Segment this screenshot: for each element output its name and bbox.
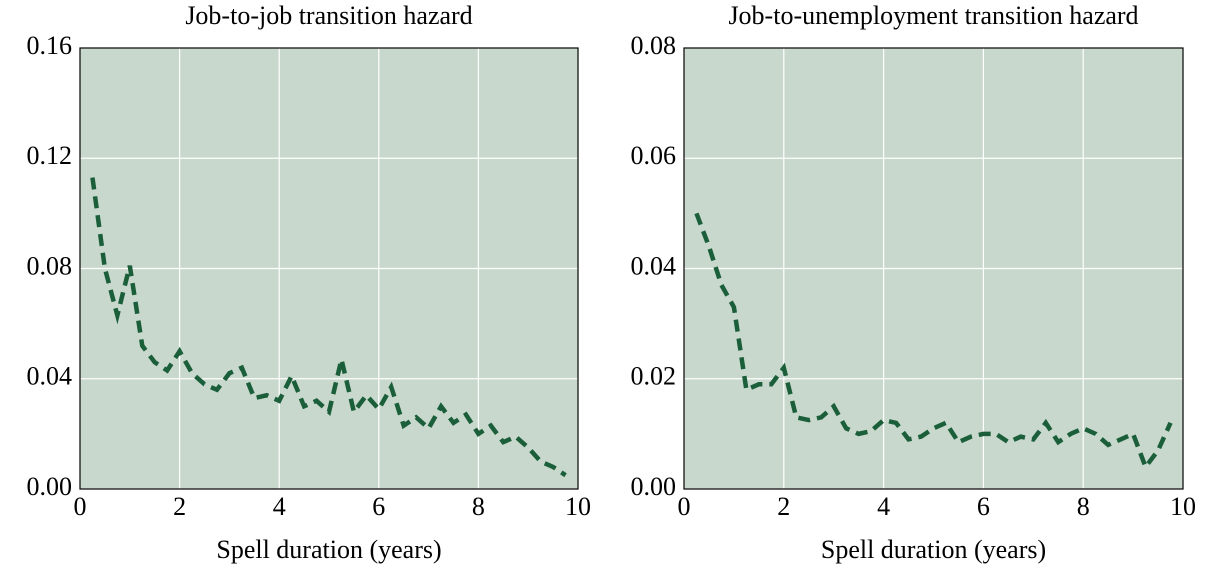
chart-title: Job-to-unemployment transition hazard [728, 1, 1138, 30]
data-line [694, 212, 1173, 472]
y-tick-label: 0.12 [27, 141, 73, 170]
chart-title: Job-to-job transition hazard [185, 1, 472, 30]
plot-frame [79, 47, 579, 490]
x-tick-label: 0 [74, 492, 87, 521]
y-tick-label: 0.16 [27, 31, 73, 60]
x-tick-label: 6 [977, 492, 990, 521]
y-tick-label: 0.08 [27, 251, 73, 280]
plot-frame [683, 47, 1184, 490]
x-axis-label: Spell duration (years) [216, 535, 441, 564]
y-tick-label: 0.02 [631, 362, 677, 391]
x-tick-label: 4 [273, 492, 286, 521]
x-tick-label: 10 [565, 492, 591, 521]
x-tick-label: 2 [173, 492, 186, 521]
y-tick-label: 0.06 [631, 141, 677, 170]
x-tick-label: 2 [777, 492, 790, 521]
x-tick-label: 6 [372, 492, 385, 521]
y-tick-label: 0.00 [27, 472, 73, 501]
x-tick-label: 0 [678, 492, 691, 521]
x-tick-label: 8 [472, 492, 485, 521]
y-tick-label: 0.08 [631, 31, 677, 60]
y-tick-label: 0.04 [631, 251, 677, 280]
y-tick-label: 0.00 [631, 472, 677, 501]
data-line [90, 177, 567, 478]
x-tick-label: 8 [1077, 492, 1090, 521]
x-tick-label: 4 [877, 492, 890, 521]
y-tick-label: 0.04 [27, 362, 73, 391]
x-axis-label: Spell duration (years) [821, 535, 1046, 564]
x-tick-label: 10 [1170, 492, 1196, 521]
